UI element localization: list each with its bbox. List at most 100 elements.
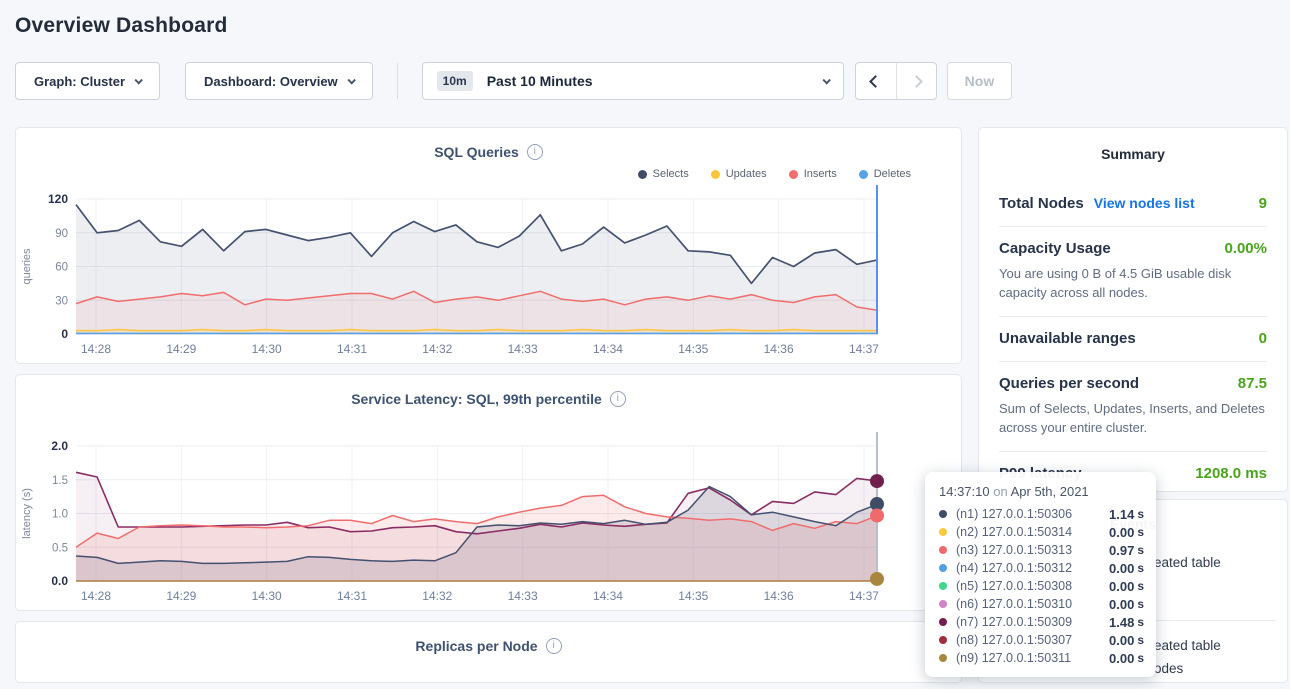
node-color-dot-icon: [939, 546, 947, 554]
page-title: Overview Dashboard: [15, 14, 228, 37]
chart-hover-tooltip: 14:37:10 on Apr 5th, 2021 (n1) 127.0.0.1…: [925, 472, 1156, 677]
service-latency-title: Service Latency: SQL, 99th percentile: [351, 391, 602, 407]
qps-value: 87.5: [1237, 375, 1267, 392]
node-color-dot-icon: [939, 564, 947, 572]
tooltip-on: on: [993, 484, 1008, 499]
svg-text:14:32: 14:32: [422, 589, 452, 603]
node-color-dot-icon: [939, 636, 947, 644]
tooltip-node-row: (n5) 127.0.0.1:50308 0.00 s: [937, 577, 1144, 595]
sql-queries-legend: Selects Updates Inserts Deletes: [16, 163, 961, 185]
svg-text:14:30: 14:30: [252, 342, 282, 356]
node-color-dot-icon: [939, 582, 947, 590]
tooltip-node-row: (n6) 127.0.0.1:50310 0.00 s: [937, 595, 1144, 613]
tooltip-node-row: (n4) 127.0.0.1:50312 0.00 s: [937, 559, 1144, 577]
graph-dropdown[interactable]: Graph: Cluster: [15, 62, 161, 100]
chevron-down-icon: [134, 76, 143, 85]
now-button[interactable]: Now: [946, 62, 1013, 100]
svg-text:14:35: 14:35: [678, 589, 708, 603]
p99-latency-value: 1208.0 ms: [1195, 465, 1267, 482]
summary-capacity-row: Capacity Usage 0.00% You are using 0 B o…: [999, 227, 1267, 317]
legend-dot-icon: [858, 169, 868, 179]
tooltip-node-row: (n1) 127.0.0.1:50306 1.14 s: [937, 505, 1144, 523]
chevron-left-icon: [869, 74, 883, 88]
svg-text:queries: queries: [21, 248, 33, 285]
summary-unavailable-row: Unavailable ranges 0: [999, 317, 1267, 362]
svg-text:14:37: 14:37: [849, 589, 879, 603]
tooltip-node-row: (n8) 127.0.0.1:50307 0.00 s: [937, 631, 1144, 649]
service-latency-chart[interactable]: 14:28 14:29 14:30 14:31 14:32 14:33 14:34 14:35…: [16, 432, 961, 610]
tooltip-node-row: (n7) 127.0.0.1:50309 1.48 s: [937, 613, 1144, 631]
legend-item[interactable]: Updates: [710, 168, 767, 180]
unavailable-ranges-value: 0: [1258, 330, 1267, 347]
time-range-label: Past 10 Minutes: [486, 73, 593, 89]
dashboard-dropdown-label: Dashboard: Overview: [204, 73, 338, 89]
capacity-usage-value: 0.00%: [1224, 240, 1267, 257]
chevron-right-icon: [909, 74, 923, 88]
svg-text:14:33: 14:33: [508, 589, 538, 603]
legend-item[interactable]: Deletes: [858, 168, 911, 180]
tooltip-date: Apr 5th, 2021: [1010, 484, 1089, 499]
time-step-buttons: [854, 62, 937, 100]
svg-text:14:34: 14:34: [593, 342, 623, 356]
svg-text:14:29: 14:29: [166, 589, 196, 603]
legend-dot-icon: [788, 169, 798, 179]
time-range-badge: 10m: [436, 71, 473, 91]
event-row[interactable]: eated table: [1154, 555, 1221, 570]
capacity-usage-desc: You are using 0 B of 4.5 GiB usable disk…: [999, 266, 1232, 300]
toolbar-divider: [396, 63, 398, 99]
time-range-select[interactable]: 10m Past 10 Minutes: [421, 62, 844, 100]
total-nodes-label: Total Nodes: [999, 195, 1084, 212]
svg-text:14:30: 14:30: [252, 589, 282, 603]
node-color-dot-icon: [939, 654, 947, 662]
svg-text:14:37: 14:37: [849, 342, 879, 356]
svg-text:30: 30: [55, 295, 68, 307]
dashboard-dropdown[interactable]: Dashboard: Overview: [185, 62, 373, 100]
legend-dot-icon: [637, 169, 647, 179]
svg-text:2.0: 2.0: [51, 439, 68, 453]
svg-text:90: 90: [55, 228, 68, 240]
replicas-per-node-card: Replicas per Node i: [15, 621, 962, 683]
legend-dot-icon: [710, 169, 720, 179]
node-color-dot-icon: [939, 600, 947, 608]
node-color-dot-icon: [939, 510, 947, 518]
sql-queries-title: SQL Queries: [434, 144, 519, 160]
time-prev-button[interactable]: [856, 63, 896, 99]
view-nodes-list-link[interactable]: View nodes list: [1093, 195, 1195, 211]
event-row[interactable]: odes: [1154, 661, 1184, 676]
service-latency-card: Service Latency: SQL, 99th percentile i …: [15, 374, 962, 611]
svg-text:1.0: 1.0: [52, 509, 68, 521]
charts-column: SQL Queries i Selects Updates Inserts Delet…: [15, 127, 962, 683]
event-row[interactable]: eated table: [1154, 638, 1221, 653]
sql-queries-card: SQL Queries i Selects Updates Inserts Delet…: [15, 127, 962, 364]
legend-item[interactable]: Inserts: [788, 168, 837, 180]
chevron-down-icon: [347, 76, 356, 85]
capacity-usage-label: Capacity Usage: [999, 240, 1111, 257]
svg-text:14:36: 14:36: [764, 342, 794, 356]
info-icon[interactable]: i: [609, 391, 626, 407]
svg-text:0.5: 0.5: [52, 542, 68, 554]
node-color-dot-icon: [939, 618, 947, 626]
svg-text:14:36: 14:36: [764, 589, 794, 603]
legend-item[interactable]: Selects: [637, 168, 689, 180]
svg-text:14:31: 14:31: [337, 342, 367, 356]
sql-queries-chart[interactable]: 14:28 14:29 14:30 14:31 14:32 14:33 14:34 14:35…: [16, 185, 961, 363]
svg-text:14:35: 14:35: [678, 342, 708, 356]
unavailable-ranges-label: Unavailable ranges: [999, 330, 1136, 347]
summary-total-nodes-row: Total Nodes View nodes list 9: [999, 182, 1267, 227]
qps-desc: Sum of Selects, Updates, Inserts, and De…: [999, 401, 1265, 435]
svg-text:14:28: 14:28: [81, 589, 111, 603]
time-next-button[interactable]: [895, 63, 936, 99]
info-icon[interactable]: i: [526, 144, 543, 160]
svg-text:latency (s): latency (s): [21, 488, 33, 539]
tooltip-node-row: (n3) 127.0.0.1:50313 0.97 s: [937, 541, 1144, 559]
tooltip-node-row: (n2) 127.0.0.1:50314 0.00 s: [937, 523, 1144, 541]
summary-qps-row: Queries per second 87.5 Sum of Selects, …: [999, 362, 1267, 452]
node-color-dot-icon: [939, 528, 947, 536]
svg-text:14:32: 14:32: [422, 342, 452, 356]
tooltip-node-row: (n9) 127.0.0.1:50311 0.00 s: [937, 649, 1144, 667]
total-nodes-value: 9: [1258, 195, 1267, 212]
info-icon[interactable]: i: [545, 638, 562, 654]
svg-text:14:34: 14:34: [593, 589, 623, 603]
toolbar: Graph: Cluster Dashboard: Overview 10m P…: [15, 62, 1290, 100]
